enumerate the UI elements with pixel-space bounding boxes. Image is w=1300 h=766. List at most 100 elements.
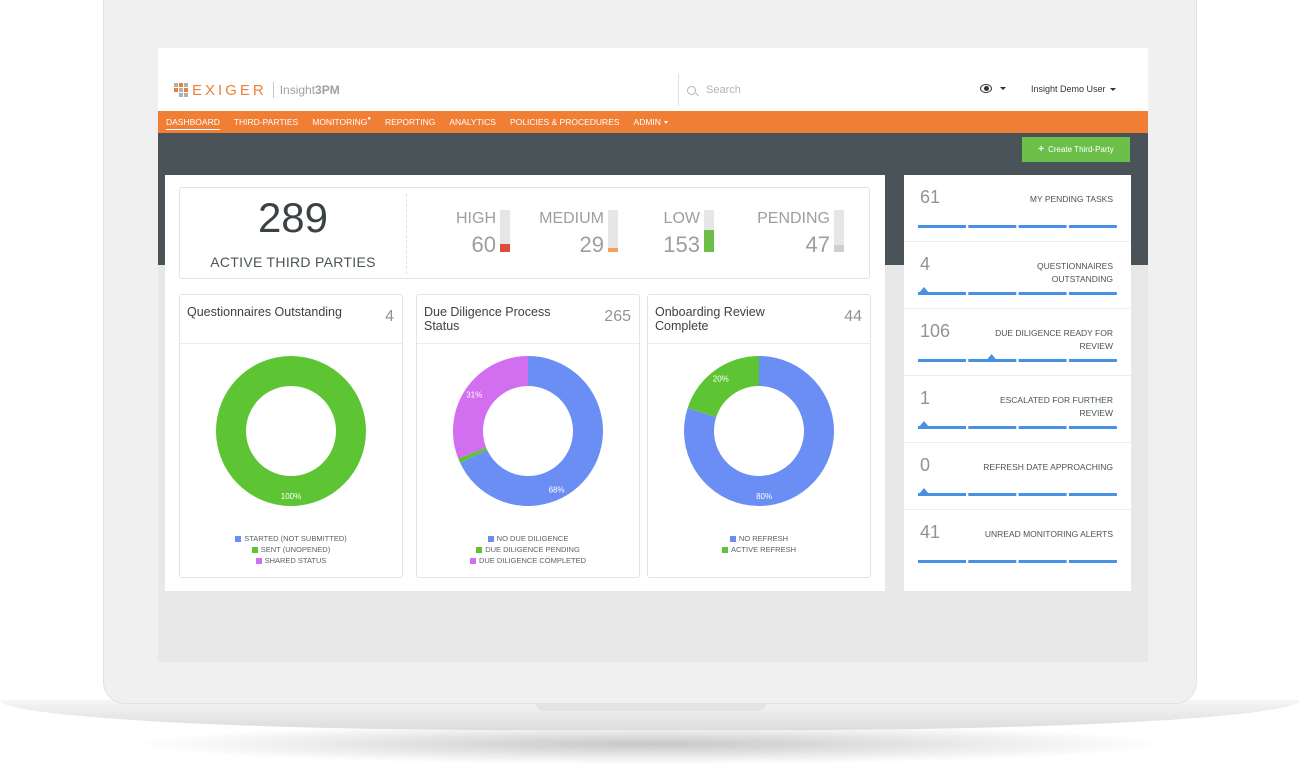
nav-admin[interactable]: ADMIN [634, 111, 668, 133]
legend-item[interactable]: NO REFRESH [648, 533, 870, 544]
risk-low[interactable]: LOW 153 [634, 210, 714, 270]
nav-third-parties[interactable]: THIRD-PARTIES [233, 117, 299, 127]
donut-slice[interactable] [216, 356, 366, 506]
sparkline-bar [1018, 493, 1067, 496]
summary-divider [406, 194, 407, 274]
legend-swatch [721, 546, 728, 553]
legend-label: DUE DILIGENCE COMPLETED [478, 556, 587, 565]
top-bar: EXIGER Insight3PM Insight Demo User [158, 48, 1148, 111]
legend-swatch [469, 557, 476, 564]
logo-divider [272, 82, 274, 98]
risk-high[interactable]: HIGH 60 [430, 210, 510, 270]
dashboard-main: 289 ACTIVE THIRD PARTIES HIGH 60 MEDIUM … [165, 175, 885, 591]
legend-item[interactable]: DUE DILIGENCE PENDING [417, 544, 639, 555]
risk-bar [834, 210, 844, 252]
nav-analytics[interactable]: ANALYTICS [449, 117, 496, 127]
card-title: Onboarding Review Complete [655, 305, 765, 333]
task-pending[interactable]: 61 MY PENDING TASKS [904, 175, 1131, 242]
sparkline [918, 421, 1117, 429]
task-count: 41 [920, 522, 941, 542]
legend-label: ACTIVE REFRESH [730, 545, 796, 554]
donut-chart: 100% [216, 356, 366, 506]
sparkline-bar [1018, 225, 1067, 228]
task-label: ESCALATED FOR FURTHER REVIEW [999, 395, 1113, 418]
donut-chart: 68% 31% [453, 356, 603, 506]
legend-item[interactable]: SENT (UNOPENED) [180, 544, 402, 555]
legend-label: SHARED STATUS [264, 556, 327, 565]
legend-item[interactable]: DUE DILIGENCE COMPLETED [417, 555, 639, 566]
legend-swatch [235, 535, 242, 542]
task-label: REFRESH DATE APPROACHING [983, 462, 1113, 472]
sparkline-bar [968, 426, 1017, 429]
create-third-party-button[interactable]: + Create Third-Party [1022, 137, 1130, 162]
legend-label: SENT (UNOPENED) [260, 545, 331, 554]
risk-value: 60 [471, 232, 496, 257]
task-due-diligence[interactable]: 106 DUE DILIGENCE READY FOR REVIEW [904, 309, 1131, 376]
risk-pending[interactable]: PENDING 47 [742, 210, 844, 270]
legend-item[interactable]: STARTED (NOT SUBMITTED) [180, 533, 402, 544]
sparkline-bar [1018, 426, 1067, 429]
risk-fill [608, 247, 618, 252]
chart-legend: STARTED (NOT SUBMITTED) SENT (UNOPENED) SH… [180, 533, 402, 566]
card-onboarding[interactable]: Onboarding Review Complete 44 80% 20% NO … [647, 294, 871, 578]
task-questionnaires[interactable]: 4 QUESTIONNAIRES OUTSTANDING [904, 242, 1131, 309]
task-count: 0 [920, 455, 931, 475]
chart-legend: NO DUE DILIGENCE DUE DILIGENCE PENDING DUE… [417, 533, 639, 566]
user-menu[interactable]: Insight Demo User [1031, 84, 1116, 94]
risk-fill [704, 229, 714, 252]
task-alerts[interactable]: 41 UNREAD MONITORING ALERTS [904, 510, 1131, 577]
slice-label: 80% [756, 492, 772, 501]
risk-medium[interactable]: MEDIUM 29 [534, 210, 618, 270]
sparkline-bar [1068, 225, 1117, 228]
legend-item[interactable]: NO DUE DILIGENCE [417, 533, 639, 544]
legend-item[interactable]: SHARED STATUS [180, 555, 402, 566]
card-questionnaires[interactable]: Questionnaires Outstanding 4 100% STARTE… [179, 294, 403, 578]
donut-slice[interactable] [458, 447, 488, 463]
search-box [678, 74, 958, 106]
legend-swatch [729, 535, 736, 542]
card-header: Onboarding Review Complete 44 [648, 295, 870, 344]
donut-slice[interactable] [460, 356, 603, 506]
slice-label: 31% [466, 390, 482, 399]
search-input[interactable] [704, 83, 928, 97]
nav-reporting[interactable]: REPORTING [384, 117, 436, 127]
plus-icon: + [1038, 144, 1045, 155]
task-escalated[interactable]: 1 ESCALATED FOR FURTHER REVIEW [904, 376, 1131, 443]
active-count[interactable]: 289 [257, 194, 329, 241]
nav-dashboard[interactable]: DASHBOARD [166, 111, 220, 133]
sparkline-bar [968, 560, 1017, 563]
sparkline-peak [918, 421, 929, 427]
legend-swatch [251, 546, 258, 553]
user-name: Insight Demo User [1031, 84, 1106, 94]
sparkline-bar [918, 225, 966, 228]
card-title: Due Diligence Process Status [424, 305, 551, 333]
donut-slice[interactable] [684, 356, 834, 506]
task-panel: 61 MY PENDING TASKS 4 QUESTIONNAIRES OUT… [904, 175, 1131, 591]
brand-logo[interactable]: EXIGER Insight3PM [174, 80, 340, 100]
task-label: DUE DILIGENCE READY FOR REVIEW [995, 328, 1113, 351]
legend-label: STARTED (NOT SUBMITTED) [244, 534, 347, 543]
legend-swatch [255, 557, 262, 564]
legend-swatch [487, 535, 494, 542]
risk-value: 47 [805, 232, 830, 257]
legend-item[interactable]: ACTIVE REFRESH [648, 544, 870, 555]
nav-monitoring[interactable]: MONITORING● [312, 116, 371, 127]
task-count: 1 [920, 388, 931, 408]
sparkline [918, 354, 1117, 362]
sparkline-bar [918, 560, 966, 563]
view-toggle[interactable] [980, 84, 1006, 93]
sparkline-peak [918, 488, 929, 494]
sparkline-bar [968, 493, 1017, 496]
donut-slice[interactable] [687, 356, 759, 418]
task-refresh[interactable]: 0 REFRESH DATE APPROACHING [904, 443, 1131, 510]
card-count: 4 [385, 308, 394, 325]
donut-chart: 80% 20% [684, 356, 834, 506]
donut-slice[interactable] [453, 356, 528, 459]
nav-policies[interactable]: POLICIES & PROCEDURES [509, 117, 620, 127]
card-due-diligence[interactable]: Due Diligence Process Status 265 68% 31% … [416, 294, 640, 578]
chevron-down-icon [1109, 87, 1116, 91]
risk-value: 153 [663, 232, 700, 257]
risk-fill [834, 245, 844, 252]
laptop-shadow [140, 724, 1160, 764]
main-nav: DASHBOARD THIRD-PARTIES MONITORING● REPO… [158, 111, 1148, 133]
